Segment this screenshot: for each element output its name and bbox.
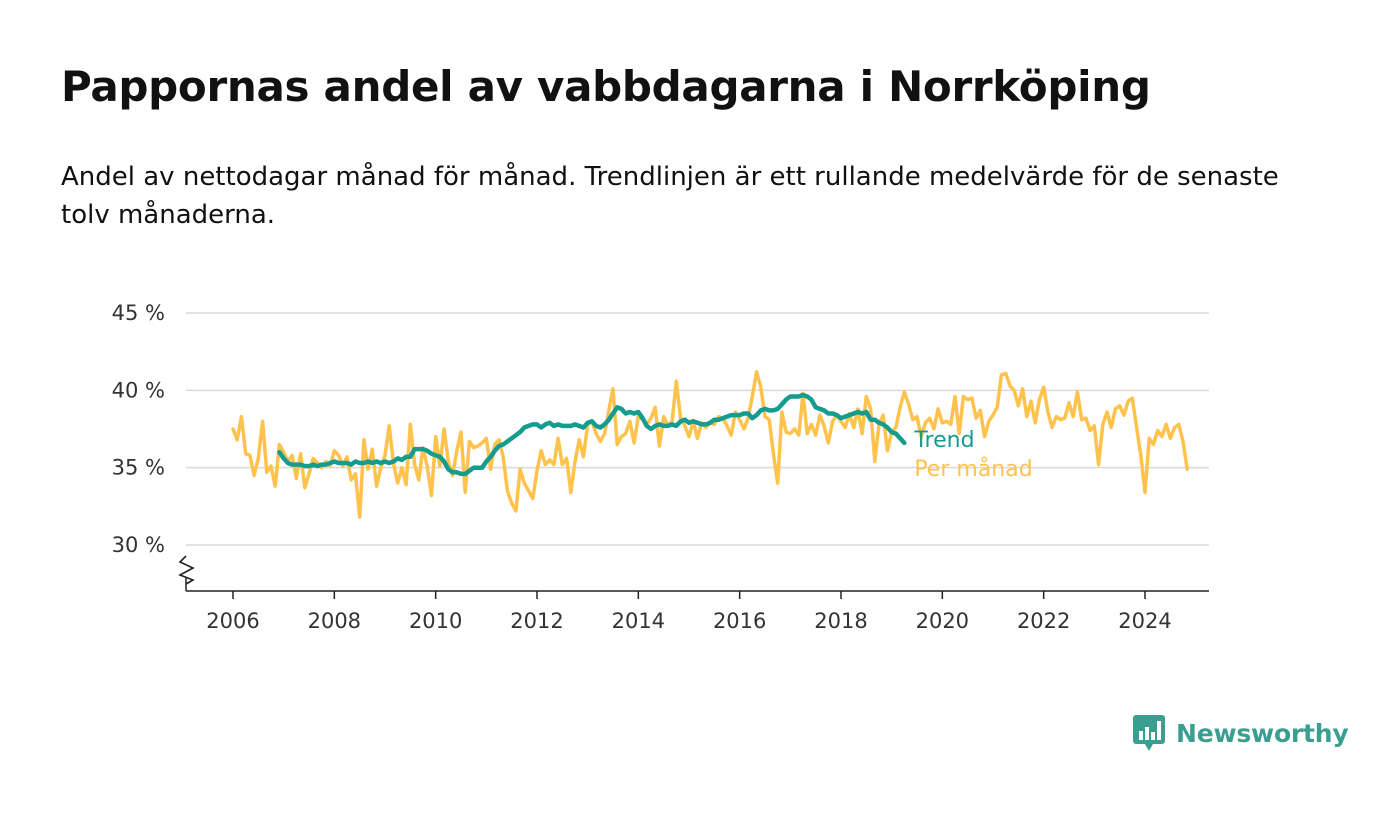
x-tick-label: 2014 — [612, 609, 665, 633]
y-axis-ticks: 30 % 35 % 40 % 45 % — [112, 301, 165, 557]
y-tick-label: 35 % — [112, 456, 165, 480]
series-line-trend — [277, 392, 907, 477]
x-tick-label: 2020 — [916, 609, 969, 633]
gridlines — [186, 312, 1209, 546]
x-tick-label: 2024 — [1118, 609, 1171, 633]
x-tick-label: 2012 — [510, 609, 563, 633]
x-tick-label: 2008 — [308, 609, 361, 633]
x-tick-label: 2016 — [713, 609, 766, 633]
x-tick-label: 2018 — [814, 609, 867, 633]
brand-name: Newsworthy — [1176, 718, 1349, 748]
series-line-per-manad — [231, 370, 1189, 519]
chart-title: Pappornas andel av vabbdagarna i Norrköp… — [61, 62, 1151, 111]
series-labels: Trend Per månad — [913, 428, 1032, 482]
x-axis — [178, 555, 1209, 592]
y-tick-label: 45 % — [112, 301, 165, 325]
x-tick-label: 2010 — [409, 609, 462, 633]
y-tick-label: 40 % — [112, 378, 165, 402]
x-axis-ticks: 2006 2008 2010 2012 2014 2016 2018 2020 2022 2024 — [206, 591, 1172, 633]
axis-break-icon — [178, 555, 195, 585]
x-tick-label: 2006 — [206, 609, 259, 633]
newsworthy-logo-icon — [1133, 715, 1165, 751]
series-label-per-manad: Per månad — [914, 456, 1032, 482]
chart-subtitle: Andel av nettodagar månad för månad. Tre… — [61, 162, 1279, 230]
y-tick-label: 30 % — [112, 533, 165, 557]
x-tick-label: 2022 — [1017, 609, 1070, 633]
brand-logo[interactable]: Newsworthy — [1132, 712, 1349, 754]
series-label-trend: Trend — [913, 428, 974, 453]
series-lines — [231, 370, 1189, 519]
